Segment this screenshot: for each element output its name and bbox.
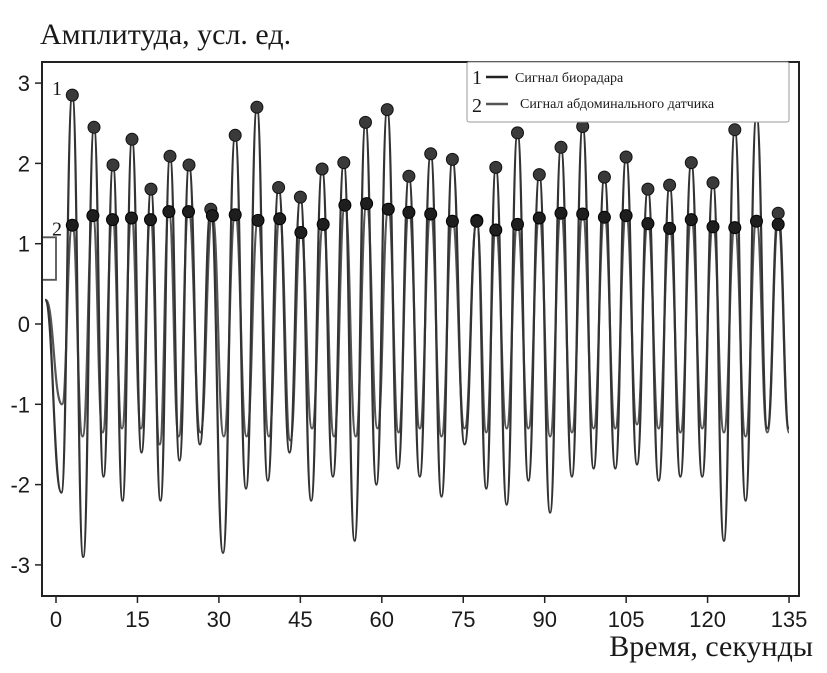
y-tick-label: 1 bbox=[18, 232, 30, 257]
y-tick-label: 0 bbox=[18, 312, 30, 337]
series-1-peak-marker bbox=[402, 169, 416, 183]
legend-number-1: 1 bbox=[472, 67, 482, 89]
series-1-peak-marker bbox=[250, 100, 264, 114]
series-1-peak-marker bbox=[511, 126, 524, 140]
series-1-peak-marker bbox=[125, 132, 139, 146]
y-tick-label: -2 bbox=[10, 473, 30, 498]
y-tick-label: 2 bbox=[18, 151, 30, 176]
legend-box bbox=[466, 61, 790, 123]
series-2-peak-marker bbox=[771, 217, 785, 231]
series-2-peak-marker bbox=[251, 213, 265, 227]
series-2-peak-marker bbox=[86, 209, 100, 223]
series-2-peak-marker bbox=[205, 209, 219, 223]
series-1-peak-marker bbox=[337, 156, 351, 170]
series-2-start-segment bbox=[42, 236, 57, 281]
series-2-peak-marker bbox=[338, 198, 352, 212]
series-1-peak-marker bbox=[706, 176, 720, 190]
series-2-peak-marker bbox=[162, 205, 176, 219]
x-tick-label: 135 bbox=[771, 607, 808, 632]
series-2-peak-marker bbox=[424, 207, 438, 221]
series-2-peak-marker bbox=[706, 220, 720, 234]
y-tick-label: -1 bbox=[10, 392, 30, 417]
series-2-peak-marker bbox=[619, 209, 633, 223]
plot-frame bbox=[41, 61, 800, 597]
series-2-peak-marker bbox=[445, 214, 459, 228]
series-1-peak-marker bbox=[554, 140, 568, 154]
plot-area: 12 bbox=[42, 78, 791, 559]
series-1-peak-marker bbox=[728, 123, 742, 137]
x-tick-label: 105 bbox=[608, 607, 645, 632]
series-1-peak-marker bbox=[163, 149, 177, 163]
series-2-peak-marker bbox=[273, 212, 287, 226]
x-tick-label: 15 bbox=[125, 607, 149, 632]
series-2-peak-marker bbox=[554, 206, 568, 220]
legend-label-1: Сигнал биорадара bbox=[515, 71, 624, 86]
series-2-peak-marker bbox=[125, 211, 138, 225]
series-1-peak-marker bbox=[619, 150, 633, 164]
x-tick-label: 60 bbox=[370, 607, 394, 632]
series-2-peak-marker bbox=[728, 221, 742, 235]
series-2-peak-marker bbox=[532, 211, 546, 225]
series-2-peak-marker bbox=[511, 217, 524, 231]
series-2-peak-marker bbox=[65, 218, 79, 232]
series-1-peak-marker bbox=[228, 128, 242, 142]
series-1-peak-marker bbox=[293, 190, 307, 204]
series-1-peak-marker bbox=[597, 170, 611, 184]
series-2-label: 2 bbox=[52, 218, 62, 240]
series-1-peak-marker bbox=[65, 88, 79, 102]
series-2-peak-marker bbox=[597, 210, 611, 224]
series-2-peak-marker bbox=[576, 207, 590, 221]
y-tick-label: 3 bbox=[18, 71, 30, 96]
x-tick-label: 90 bbox=[532, 607, 556, 632]
series-1-line bbox=[44, 93, 791, 559]
series-1-peak-marker bbox=[424, 147, 438, 161]
legend-label-2: Сигнал абдоминального датчика bbox=[520, 97, 715, 112]
series-2-peak-marker bbox=[684, 213, 698, 227]
series-2-peak-marker bbox=[663, 221, 677, 235]
series-2-peak-marker bbox=[294, 226, 308, 239]
series-1-peak-marker bbox=[489, 160, 503, 174]
series-2-peak-marker bbox=[381, 202, 395, 216]
x-tick-label: 75 bbox=[451, 607, 475, 632]
series-1-peak-marker bbox=[641, 182, 655, 196]
series-1-peak-marker bbox=[144, 182, 158, 196]
y-axis-title: Амплитуда, усл. ед. bbox=[40, 18, 291, 51]
series-2-peak-marker bbox=[106, 213, 119, 227]
series-2-peak-marker bbox=[641, 217, 655, 231]
series-1-peak-marker bbox=[532, 168, 546, 182]
series-1-peak-marker bbox=[272, 181, 286, 194]
series-1-peak-marker bbox=[182, 158, 196, 172]
series-2-peak-marker bbox=[316, 217, 330, 231]
series-2-peak-marker bbox=[360, 197, 374, 211]
x-axis-title: Время, секунды bbox=[609, 630, 813, 663]
series-1-peak-marker bbox=[315, 162, 329, 176]
series-1-peak-marker bbox=[445, 152, 459, 166]
legend-number-2: 2 bbox=[472, 95, 482, 117]
series-1-peak-marker bbox=[87, 120, 101, 134]
x-tick-label: 45 bbox=[288, 607, 312, 632]
series-2-peak-marker bbox=[489, 223, 503, 237]
series-1-peak-marker bbox=[380, 103, 394, 117]
x-tick-label: 120 bbox=[689, 607, 726, 632]
series-1-peak-marker bbox=[771, 206, 785, 220]
y-tick-label: -3 bbox=[10, 553, 30, 578]
series-1-peak-marker bbox=[359, 115, 372, 129]
series-1-label: 1 bbox=[52, 78, 62, 100]
series-1-peak-marker bbox=[684, 156, 698, 170]
series-1-peak-marker bbox=[663, 178, 677, 192]
series-2-peak-marker bbox=[470, 214, 484, 228]
x-tick-label: 30 bbox=[207, 607, 231, 632]
series-2-peak-marker bbox=[228, 208, 242, 222]
series-2-peak-marker bbox=[144, 213, 157, 227]
series-2-peak-marker bbox=[182, 205, 195, 219]
series-1-peak-marker bbox=[106, 158, 120, 172]
series-2-peak-marker bbox=[402, 205, 416, 219]
legend: 1 Сигнал биорадара 2 Сигнал абдоминально… bbox=[466, 61, 790, 123]
x-tick-label: 0 bbox=[50, 607, 62, 632]
series-2-peak-marker bbox=[750, 214, 763, 228]
